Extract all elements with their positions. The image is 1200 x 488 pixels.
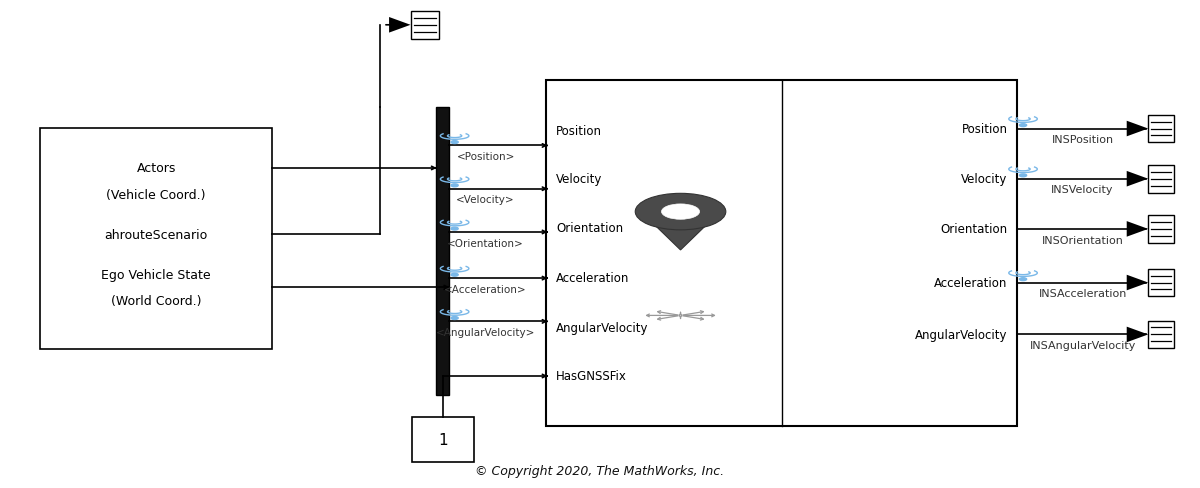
Circle shape [635,194,726,230]
Text: <Velocity>: <Velocity> [456,195,515,205]
Text: Velocity: Velocity [961,173,1008,186]
Text: INSPosition: INSPosition [1051,135,1114,145]
FancyBboxPatch shape [436,107,449,395]
Text: Acceleration: Acceleration [934,277,1008,289]
Polygon shape [1127,275,1148,291]
Circle shape [451,317,458,320]
Text: <Orientation>: <Orientation> [448,238,524,248]
Polygon shape [1127,172,1148,187]
Text: ahrouteScenario: ahrouteScenario [104,228,208,241]
Text: (Vehicle Coord.): (Vehicle Coord.) [107,188,206,202]
Circle shape [451,184,458,187]
FancyBboxPatch shape [1148,115,1175,143]
Text: (World Coord.): (World Coord.) [110,294,202,307]
FancyBboxPatch shape [40,129,272,349]
Text: INSAngularVelocity: INSAngularVelocity [1030,341,1136,350]
Polygon shape [389,18,410,34]
Text: © Copyright 2020, The MathWorks, Inc.: © Copyright 2020, The MathWorks, Inc. [475,464,725,477]
Text: AngularVelocity: AngularVelocity [556,322,648,334]
Circle shape [451,274,458,277]
FancyBboxPatch shape [410,12,439,40]
Text: Acceleration: Acceleration [556,271,629,284]
Circle shape [451,142,458,144]
Text: Velocity: Velocity [556,173,602,186]
FancyBboxPatch shape [1148,216,1175,244]
FancyBboxPatch shape [412,417,474,462]
Text: INSAcceleration: INSAcceleration [1038,289,1127,299]
FancyBboxPatch shape [546,81,1018,427]
Text: INSVelocity: INSVelocity [1051,185,1114,195]
Text: <Position>: <Position> [456,152,515,162]
Text: Position: Position [556,124,602,138]
Circle shape [1020,175,1027,178]
Text: <Acceleration>: <Acceleration> [444,285,527,294]
Circle shape [1020,124,1027,127]
Circle shape [1020,278,1027,281]
Circle shape [661,204,700,220]
Text: Actors: Actors [137,162,175,175]
Text: Ego Vehicle State: Ego Vehicle State [101,268,211,281]
FancyBboxPatch shape [1148,269,1175,297]
Text: Orientation: Orientation [941,223,1008,236]
Text: 1: 1 [438,432,448,447]
Text: <AngularVelocity>: <AngularVelocity> [436,327,535,337]
Polygon shape [1127,327,1148,343]
Text: Orientation: Orientation [556,221,623,234]
Polygon shape [647,218,714,250]
Text: INSOrientation: INSOrientation [1042,235,1123,245]
Polygon shape [1127,122,1148,137]
Circle shape [451,228,458,230]
Text: HasGNSSFix: HasGNSSFix [556,370,626,383]
Text: AngularVelocity: AngularVelocity [916,328,1008,341]
Text: Position: Position [961,123,1008,136]
FancyBboxPatch shape [1148,165,1175,193]
Polygon shape [1127,222,1148,237]
FancyBboxPatch shape [1148,321,1175,348]
